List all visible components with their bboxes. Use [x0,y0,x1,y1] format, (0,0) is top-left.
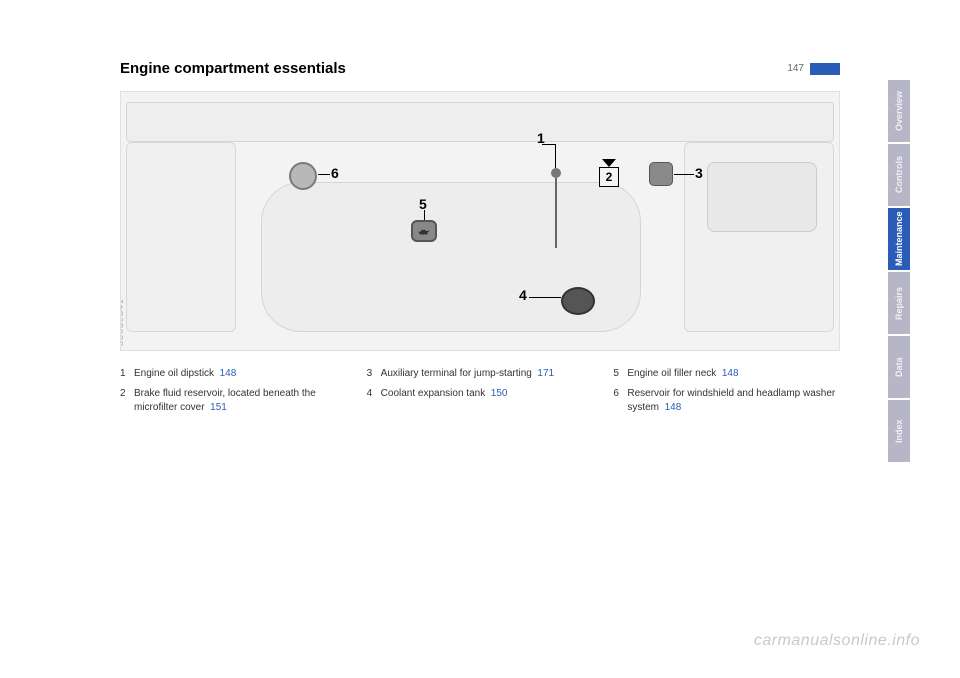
aux-terminal-box [649,162,673,186]
legend-text: Reservoir for windshield and headlamp wa… [627,387,840,415]
diagram-label-5: 5 [419,196,427,212]
legend-num: 2 [120,387,128,415]
arrow-down-icon [602,159,616,167]
leader-6 [318,174,330,175]
legend-entry: 1 Engine oil dipstick 148 [120,367,347,381]
microfilter-cover-shape [707,162,817,232]
legend-num: 4 [367,387,375,401]
legend-num: 6 [613,387,621,415]
page-number: 147 [787,63,804,74]
tab-controls[interactable]: Controls [888,144,910,206]
tab-data[interactable]: Data [888,336,910,398]
legend-entry: 6 Reservoir for windshield and headlamp … [613,387,840,415]
page-container: Engine compartment essentials 147 6 5 1 … [120,60,840,620]
leader-3 [674,174,694,175]
tab-maintenance[interactable]: Maintenance [888,208,910,270]
legend-num: 3 [367,367,375,381]
legend-col-2: 3 Auxiliary terminal for jump-starting 1… [367,367,594,421]
page-link[interactable]: 148 [665,402,682,413]
page-link[interactable]: 151 [210,402,227,413]
legend-col-3: 5 Engine oil filler neck 148 6 Reservoir… [613,367,840,421]
leader-5 [424,210,425,220]
legend-text: Coolant expansion tank 150 [381,387,508,401]
title-row: Engine compartment essentials 147 [120,60,840,77]
legend-row: 1 Engine oil dipstick 148 2 Brake fluid … [120,367,840,421]
legend-entry: 5 Engine oil filler neck 148 [613,367,840,381]
legend-entry: 4 Coolant expansion tank 150 [367,387,594,401]
site-watermark: carmanualsonline.info [754,632,920,650]
legend-col-1: 1 Engine oil dipstick 148 2 Brake fluid … [120,367,347,421]
page-link[interactable]: 148 [220,368,237,379]
down-arrow-box: 2 [599,167,619,187]
figure-code: 530de341 [120,298,125,346]
tab-repairs[interactable]: Repairs [888,272,910,334]
legend-text: Engine oil filler neck 148 [627,367,738,381]
oil-filler-cap [411,220,437,242]
page-link[interactable]: 171 [537,368,554,379]
legend-num: 5 [613,367,621,381]
legend-text: Brake fluid reservoir, located beneath t… [134,387,347,415]
diagram-label-3: 3 [695,165,703,181]
diagram-label-2: 2 [606,170,613,184]
washer-reservoir-cap [289,162,317,190]
oil-can-icon [417,224,431,238]
legend-text: Engine oil dipstick 148 [134,367,236,381]
diagram-label-6: 6 [331,165,339,181]
tab-index[interactable]: Index [888,400,910,462]
dipstick-rod [555,178,557,248]
leader-1 [555,144,556,168]
firewall-shape [126,102,834,142]
page-link[interactable]: 148 [722,368,739,379]
page-title: Engine compartment essentials [120,60,346,77]
legend-entry: 3 Auxiliary terminal for jump-starting 1… [367,367,594,381]
legend-num: 1 [120,367,128,381]
page-number-block [810,63,840,75]
legend-text: Auxiliary terminal for jump-starting 171 [381,367,554,381]
side-tabs: Overview Controls Maintenance Repairs Da… [888,80,910,462]
coolant-cap [561,287,595,315]
leader-1b [542,144,556,145]
diagram-label-4: 4 [519,287,527,303]
legend-entry: 2 Brake fluid reservoir, located beneath… [120,387,347,415]
leader-4 [529,297,561,298]
tab-overview[interactable]: Overview [888,80,910,142]
page-number-wrap: 147 [787,63,840,75]
engine-diagram: 6 5 1 4 2 3 530de341 [120,91,840,351]
page-link[interactable]: 150 [491,388,508,399]
dipstick-handle [551,168,561,178]
left-fender-shape [126,142,236,332]
